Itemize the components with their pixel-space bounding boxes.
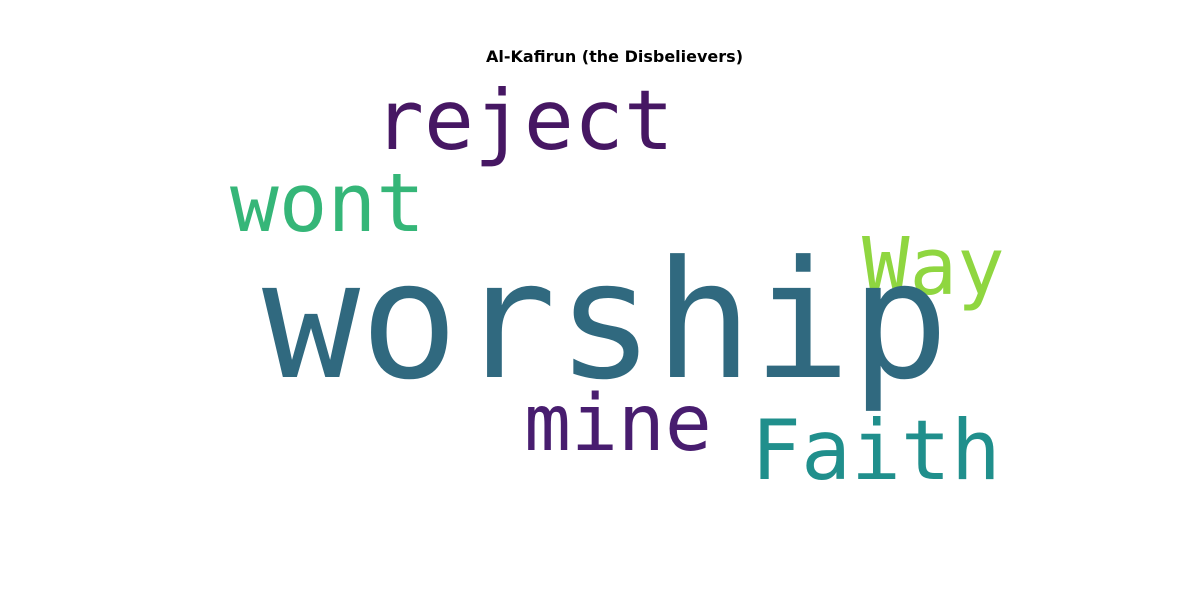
word-cloud-title: Al-Kafirun (the Disbelievers) (486, 47, 743, 66)
word-wont: wont (230, 157, 426, 251)
word-mine: mine (524, 379, 712, 469)
word-faith: Faith (751, 402, 1001, 499)
word-reject: reject (374, 72, 674, 169)
word-way: Way (862, 221, 1005, 313)
word-worship: worship (262, 227, 949, 416)
